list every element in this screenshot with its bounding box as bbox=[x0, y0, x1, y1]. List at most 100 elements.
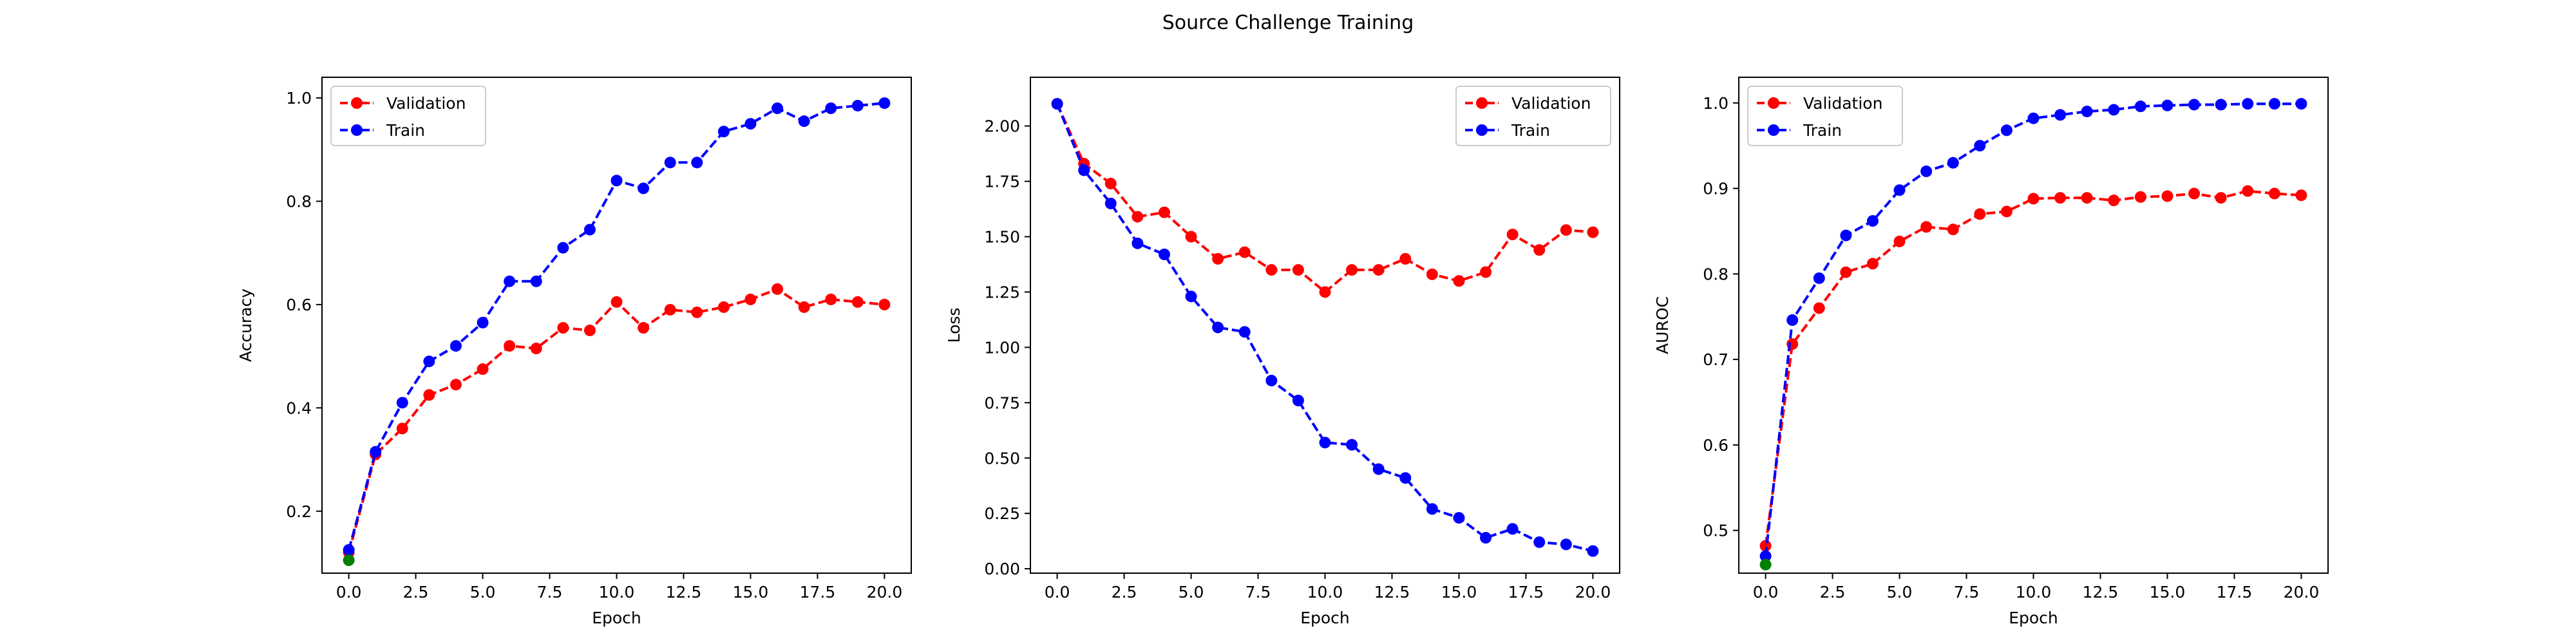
data-point-train bbox=[2268, 98, 2280, 110]
data-point-train bbox=[851, 100, 864, 112]
data-point-train bbox=[1078, 164, 1090, 176]
data-point-train bbox=[1759, 550, 1772, 562]
axes-frame bbox=[321, 77, 912, 574]
data-point-validation bbox=[664, 303, 676, 316]
data-point-validation bbox=[2215, 192, 2227, 204]
data-point-train bbox=[1786, 314, 1799, 327]
data-point-train bbox=[2134, 100, 2146, 113]
data-point-train bbox=[717, 126, 730, 138]
x-axis-label: Epoch bbox=[1300, 609, 1350, 627]
legend-marker-validation bbox=[1476, 97, 1488, 109]
y-tick-label: 0.7 bbox=[1703, 350, 1728, 369]
data-point-validation bbox=[611, 296, 623, 308]
data-point-validation bbox=[2188, 187, 2201, 200]
y-tick-label: 1.0 bbox=[286, 89, 312, 108]
x-tick-label: 5.0 bbox=[1179, 583, 1204, 601]
data-point-validation bbox=[1759, 540, 1772, 552]
data-point-validation bbox=[1506, 229, 1519, 241]
x-tick-label: 15.0 bbox=[1441, 583, 1477, 601]
data-point-validation bbox=[2295, 189, 2307, 202]
x-tick-label: 17.5 bbox=[2217, 583, 2253, 601]
data-point-train bbox=[1372, 463, 1385, 475]
x-tick-label: 20.0 bbox=[2284, 583, 2320, 601]
series-validation bbox=[1051, 98, 1599, 298]
data-point-train bbox=[1399, 472, 1412, 484]
data-point-validation bbox=[2000, 205, 2012, 218]
data-point-train bbox=[1051, 98, 1063, 110]
data-point-train bbox=[2188, 99, 2201, 111]
data-point-train bbox=[423, 355, 435, 368]
data-point-train bbox=[477, 316, 489, 328]
data-point-train bbox=[1813, 272, 1825, 284]
y-tick-label: 0.6 bbox=[286, 296, 312, 314]
y-tick-label: 1.00 bbox=[984, 338, 1020, 357]
data-point-train bbox=[825, 102, 837, 115]
data-point-validation bbox=[851, 296, 864, 308]
data-point-train bbox=[2081, 106, 2093, 118]
data-point-validation bbox=[1319, 286, 1331, 298]
data-point-train bbox=[664, 156, 676, 169]
data-point-train bbox=[1840, 229, 1852, 242]
data-point-train bbox=[1974, 140, 1986, 152]
data-point-train bbox=[2161, 99, 2174, 111]
data-point-validation bbox=[1974, 208, 1986, 220]
data-point-validation bbox=[1453, 275, 1465, 287]
axes-frame bbox=[1738, 77, 2329, 574]
data-point-validation bbox=[1587, 226, 1599, 238]
data-point-train bbox=[396, 397, 408, 409]
x-tick-label: 10.0 bbox=[599, 583, 635, 601]
data-point-train bbox=[1265, 374, 1278, 386]
x-axis-label: Epoch bbox=[2009, 609, 2058, 627]
data-point-validation bbox=[2081, 192, 2093, 204]
data-point-validation bbox=[772, 283, 784, 295]
x-tick-label: 10.0 bbox=[2016, 583, 2052, 601]
data-point-train bbox=[2000, 124, 2012, 137]
data-point-validation bbox=[638, 322, 650, 334]
data-point-train bbox=[878, 97, 891, 109]
subplots: 0.0 2.5 5.0 7.5 10.0 12.5 15.0 17.5 20.0 0.2 0.4 0.… bbox=[236, 77, 2329, 627]
data-point-train bbox=[1185, 290, 1197, 303]
data-point-extra bbox=[343, 554, 355, 566]
data-point-validation bbox=[1813, 302, 1825, 314]
data-point-validation bbox=[1212, 252, 1224, 265]
data-point-validation bbox=[1132, 211, 1144, 223]
y-axis-label: AUROC bbox=[1653, 296, 1672, 354]
series-train bbox=[343, 97, 891, 556]
x-tick-label: 7.5 bbox=[1954, 583, 1980, 601]
data-point-validation bbox=[2268, 187, 2280, 200]
subplot-loss: 0.0 2.5 5.0 7.5 10.0 12.5 15.0 17.5 20.0 0.00 0.25… bbox=[945, 77, 1620, 627]
x-tick-label: 0.0 bbox=[1753, 583, 1779, 601]
legend-label-train: Train bbox=[1803, 121, 1842, 140]
legend-marker-train bbox=[1768, 124, 1779, 136]
subplot-auroc: 0.0 2.5 5.0 7.5 10.0 12.5 15.0 17.5 20.0 0.5 0.6 0.… bbox=[1653, 77, 2329, 627]
legend-label-train: Train bbox=[386, 121, 425, 140]
data-point-train bbox=[2215, 99, 2227, 111]
data-point-train bbox=[1346, 439, 1358, 451]
data-point-validation bbox=[2027, 193, 2040, 205]
y-tick-label: 0.8 bbox=[286, 193, 312, 211]
data-point-validation bbox=[477, 363, 489, 375]
data-point-train bbox=[557, 242, 569, 254]
data-point-train bbox=[450, 340, 462, 352]
data-point-train bbox=[370, 446, 382, 458]
data-point-validation bbox=[798, 301, 810, 313]
x-tick-label: 12.5 bbox=[2083, 583, 2119, 601]
y-tick-label: 1.50 bbox=[984, 228, 1020, 247]
data-point-validation bbox=[1104, 178, 1117, 189]
data-point-validation bbox=[557, 322, 569, 334]
x-tick-label: 0.0 bbox=[336, 583, 362, 601]
data-point-train bbox=[1506, 523, 1519, 535]
data-point-validation bbox=[1292, 264, 1304, 276]
legend: Validation Train bbox=[1455, 86, 1611, 146]
data-point-validation bbox=[530, 343, 542, 355]
series-validation bbox=[1759, 185, 2307, 552]
data-point-validation bbox=[1533, 244, 1546, 256]
data-point-extra bbox=[1759, 558, 1772, 571]
data-point-train bbox=[1426, 503, 1438, 515]
x-tick-label: 2.5 bbox=[1820, 583, 1846, 601]
data-point-validation bbox=[878, 298, 891, 310]
legend-marker-validation bbox=[351, 97, 363, 109]
data-point-validation bbox=[1840, 266, 1852, 278]
data-point-validation bbox=[2161, 190, 2174, 202]
